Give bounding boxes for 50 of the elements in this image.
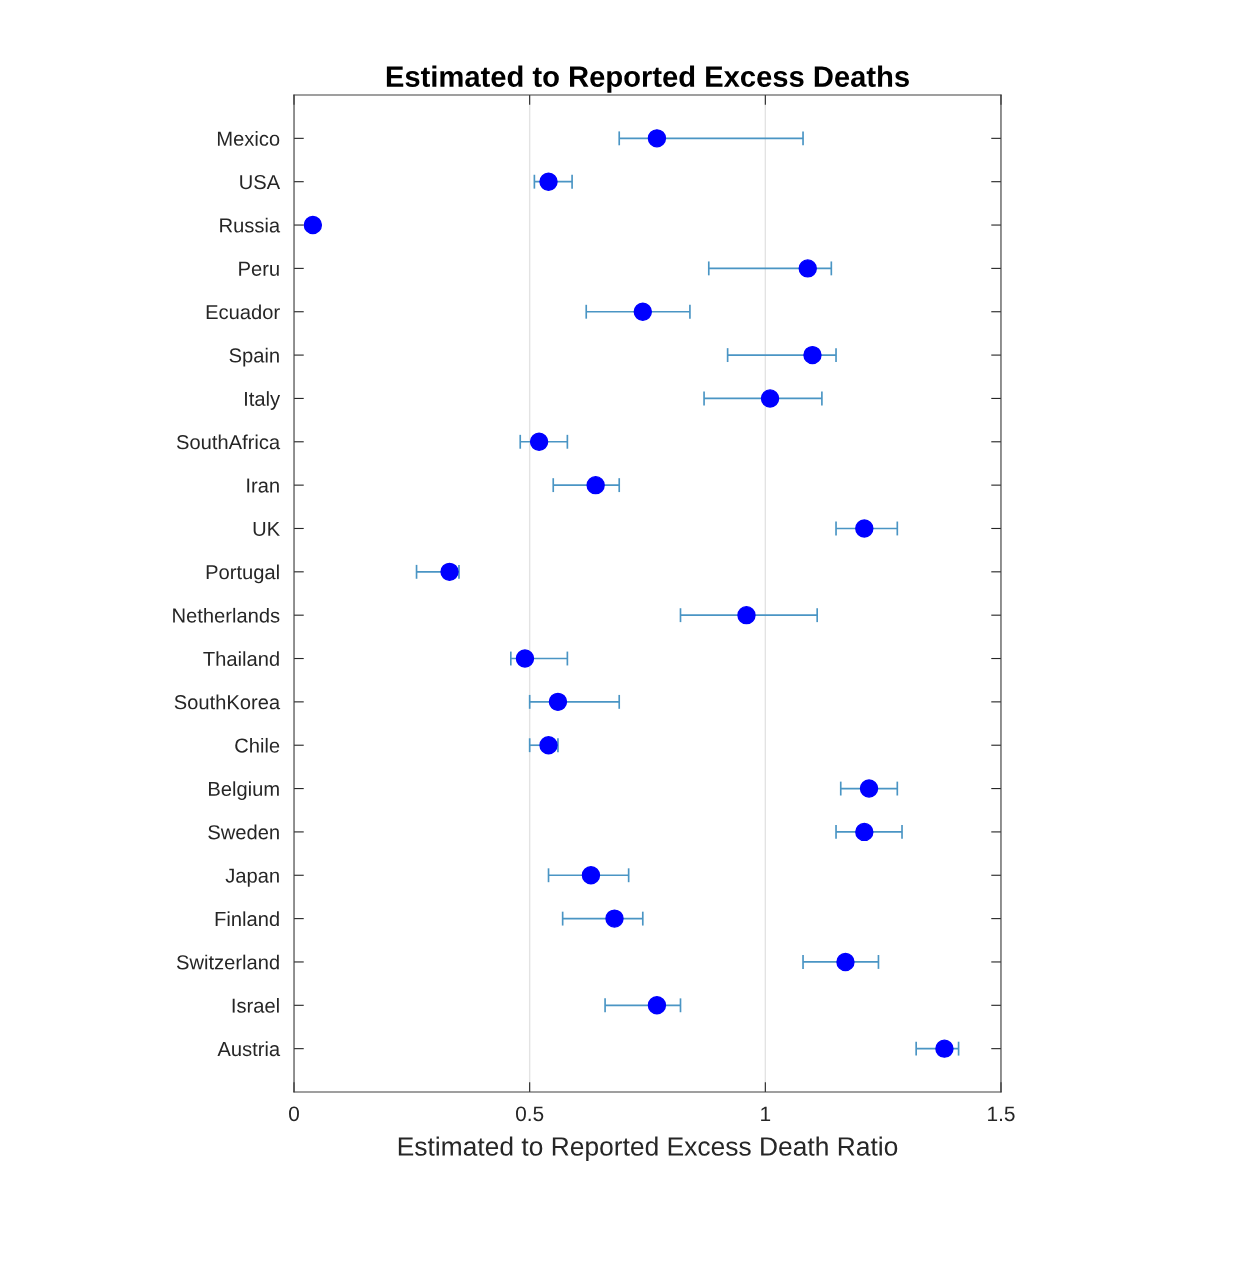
- x-tick-label: 0: [289, 1106, 299, 1122]
- y-tick-label: Israel: [232, 998, 279, 1013]
- point: [515, 649, 535, 668]
- point: [633, 302, 652, 321]
- y-tick-label: Portugal: [206, 564, 279, 584]
- y-tick-label: Russia: [220, 217, 281, 233]
- y-tick-label: Thailand: [203, 651, 279, 667]
- point: [548, 692, 568, 712]
- point: [935, 1039, 954, 1058]
- y-tick-label: UK: [253, 521, 280, 536]
- point: [647, 996, 667, 1015]
- point: [440, 562, 459, 582]
- point: [539, 172, 558, 191]
- y-tick-label: Netherlands: [173, 607, 280, 623]
- point: [836, 952, 855, 972]
- y-tick-label: USA: [240, 174, 281, 190]
- y-tick-label: Ecuador: [206, 304, 280, 320]
- y-tick-label: Austria: [217, 1041, 281, 1057]
- y-tick-label: Belgium: [209, 781, 279, 801]
- point: [303, 215, 323, 235]
- y-tick-label: Japan: [225, 868, 279, 887]
- point: [586, 475, 605, 495]
- y-tick-label: Iran: [247, 478, 279, 493]
- point: [855, 519, 874, 538]
- point: [855, 822, 874, 842]
- y-tick-label: Sweden: [208, 824, 279, 840]
- point: [737, 605, 756, 625]
- chart-title: Estimated to Reported Excess Deaths: [386, 65, 909, 93]
- point: [605, 909, 624, 928]
- point: [539, 736, 558, 755]
- point: [647, 129, 667, 148]
- y-tick-label: Finland: [215, 911, 279, 927]
- y-tick-label: Mexico: [217, 131, 280, 146]
- y-tick-label: SouthAfrica: [176, 434, 281, 450]
- point: [803, 345, 822, 365]
- y-tick-label: Switzerland: [176, 954, 279, 970]
- point: [760, 389, 780, 408]
- y-tick-label: Peru: [239, 261, 279, 276]
- y-tick-label: SouthKorea: [174, 694, 281, 710]
- x-tick-label: 1: [761, 1106, 771, 1121]
- x-tick-label: 0.5: [516, 1106, 544, 1122]
- x-axis-title: Estimated to Reported Excess Death Ratio: [398, 1136, 898, 1162]
- y-tick-label: Spain: [229, 347, 279, 367]
- point: [581, 866, 601, 885]
- y-tick-label: Italy: [245, 391, 281, 410]
- point: [529, 432, 549, 451]
- point: [798, 259, 817, 278]
- y-tick-label: Chile: [235, 737, 280, 753]
- point: [859, 779, 879, 798]
- x-tick-label: 1.5: [988, 1106, 1015, 1122]
